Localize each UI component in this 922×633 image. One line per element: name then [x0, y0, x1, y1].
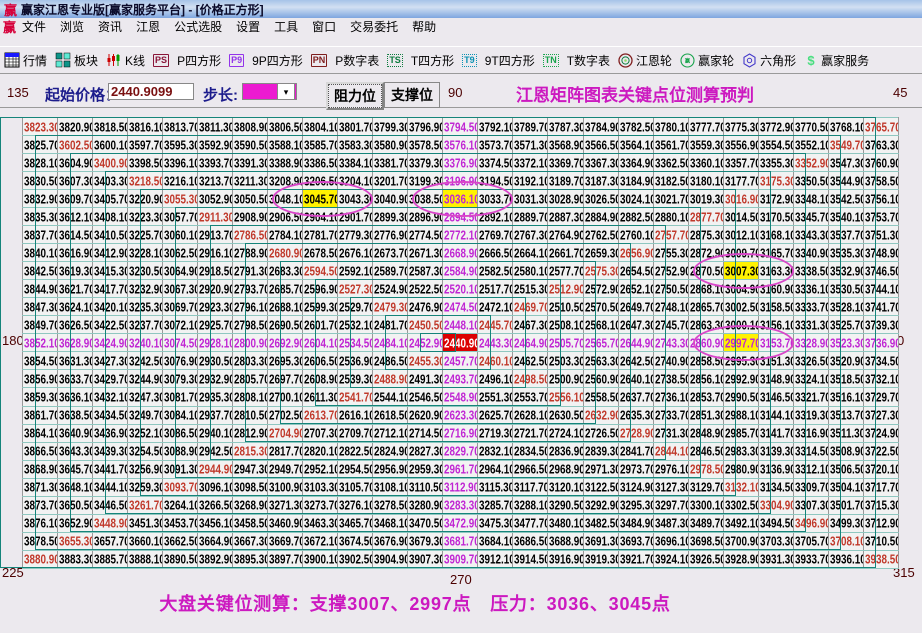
svg-text:$: $ [807, 53, 815, 68]
svg-text:赢: 赢 [685, 56, 691, 64]
